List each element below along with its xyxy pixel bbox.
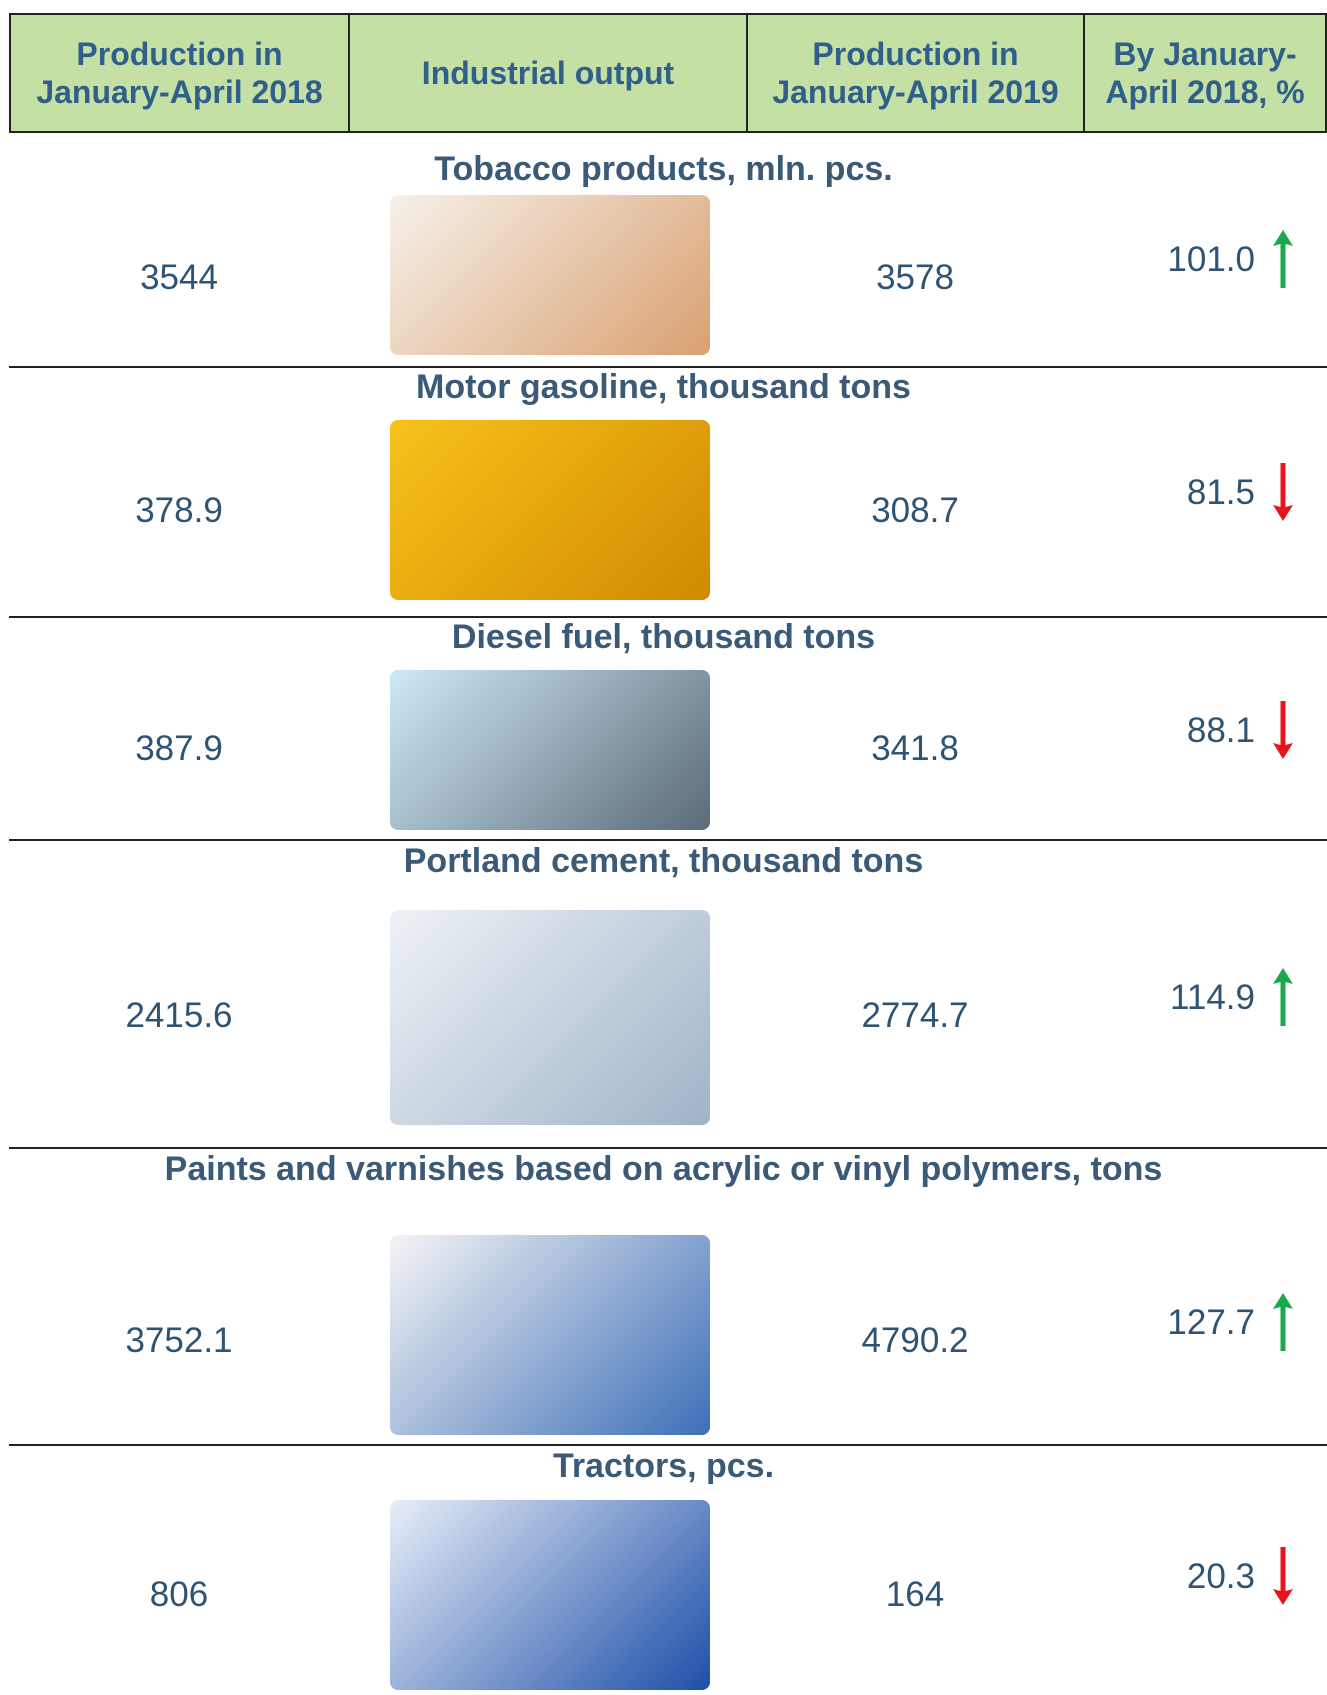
product-image <box>390 195 710 355</box>
value-2019: 2774.7 <box>765 996 1065 1036</box>
arrow-up <box>1271 230 1295 288</box>
section-title: Paints and varnishes based on acrylic or… <box>0 1150 1327 1189</box>
value-2018: 806 <box>29 1575 329 1615</box>
value-2019: 3578 <box>765 258 1065 298</box>
arrow-shape <box>1273 1293 1293 1351</box>
arrow-shape <box>1273 463 1293 521</box>
section-title: Diesel fuel, thousand tons <box>0 618 1327 657</box>
page: Production in January-April 2018 Industr… <box>0 0 1327 1695</box>
product-image <box>390 670 710 830</box>
arrow-down <box>1271 463 1295 521</box>
percent: 127.7 <box>1055 1303 1255 1343</box>
header-cell: By January-April 2018, % <box>1085 13 1325 133</box>
arrow-up <box>1271 968 1295 1026</box>
arrow-shape <box>1273 701 1293 759</box>
percent: 20.3 <box>1055 1557 1255 1597</box>
product-image <box>390 1235 710 1435</box>
header-cell: Production in January-April 2018 <box>11 13 348 133</box>
value-2019: 4790.2 <box>765 1321 1065 1361</box>
value-2018: 387.9 <box>29 729 329 769</box>
value-2018: 378.9 <box>29 491 329 531</box>
product-image <box>390 420 710 600</box>
product-image <box>390 1500 710 1690</box>
arrow-shape <box>1273 1547 1293 1605</box>
section-title: Tobacco products, mln. pcs. <box>0 150 1327 189</box>
arrow-up <box>1271 1293 1295 1351</box>
section-title: Tractors, pcs. <box>0 1447 1327 1486</box>
header-cell: Industrial output <box>350 13 746 133</box>
percent: 81.5 <box>1055 473 1255 513</box>
percent: 114.9 <box>1055 978 1255 1018</box>
arrow-shape <box>1273 230 1293 288</box>
value-2019: 308.7 <box>765 491 1065 531</box>
row-divider <box>9 1444 1327 1446</box>
arrow-shape <box>1273 968 1293 1026</box>
value-2018: 3544 <box>29 258 329 298</box>
row-divider <box>9 839 1327 841</box>
product-image <box>390 910 710 1125</box>
row-divider <box>9 1147 1327 1149</box>
section-title: Motor gasoline, thousand tons <box>0 368 1327 407</box>
header-cell: Production in January-April 2019 <box>748 13 1083 133</box>
value-2019: 341.8 <box>765 729 1065 769</box>
arrow-down <box>1271 1547 1295 1605</box>
section-title: Portland cement, thousand tons <box>0 842 1327 881</box>
value-2018: 3752.1 <box>29 1321 329 1361</box>
percent: 88.1 <box>1055 711 1255 751</box>
percent: 101.0 <box>1055 240 1255 280</box>
value-2019: 164 <box>765 1575 1065 1615</box>
arrow-down <box>1271 701 1295 759</box>
value-2018: 2415.6 <box>29 996 329 1036</box>
